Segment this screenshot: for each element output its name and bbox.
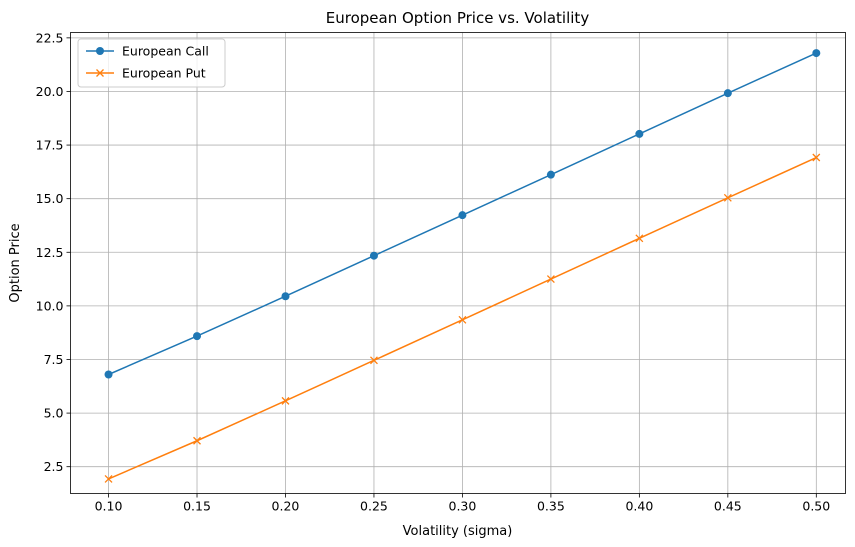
- chart-title: European Option Price vs. Volatility: [326, 9, 590, 27]
- y-tick-label: 7.5: [44, 352, 64, 367]
- data-point-european-call: [812, 49, 821, 58]
- x-axis-label: Volatility (sigma): [403, 524, 513, 539]
- data-point-european-put: [369, 356, 378, 365]
- plot-frame: [70, 32, 846, 494]
- data-point-european-call: [458, 211, 467, 220]
- legend-marker-european-call: [96, 47, 104, 55]
- legend-marker-european-put: [96, 69, 104, 77]
- marker-stroke: [193, 436, 201, 445]
- data-point-european-put: [281, 396, 290, 405]
- data-point-european-call: [546, 170, 555, 179]
- x-tick-label: 0.10: [95, 499, 123, 514]
- data-point-european-put: [812, 153, 821, 162]
- y-tick-label: 20.0: [36, 84, 64, 99]
- data-point-european-call: [635, 129, 644, 138]
- y-tick-label: 10.0: [36, 298, 64, 313]
- x-tick-label: 0.15: [183, 499, 211, 514]
- marker-stroke: [723, 193, 732, 202]
- marker-stroke: [96, 69, 104, 77]
- y-axis-label: Option Price: [8, 223, 23, 302]
- data-point-european-put: [458, 315, 467, 324]
- x-tick-label: 0.45: [714, 499, 742, 514]
- x-tick-label: 0.30: [449, 499, 477, 514]
- data-point-european-call: [104, 370, 113, 379]
- y-tick-label: 5.0: [44, 406, 64, 421]
- legend-label-european-call: European Call: [122, 44, 209, 59]
- data-point-european-put: [193, 436, 201, 445]
- x-tick-label: 0.35: [537, 499, 565, 514]
- data-point-european-put: [635, 234, 644, 243]
- legend-box: [77, 38, 226, 88]
- data-point-european-put: [723, 193, 732, 202]
- marker-stroke: [104, 474, 113, 483]
- x-tick-label: 0.25: [360, 499, 388, 514]
- marker-stroke: [812, 153, 821, 162]
- y-tick-label: 15.0: [36, 191, 64, 206]
- marker-stroke: [546, 275, 555, 284]
- marker-stroke: [369, 356, 378, 365]
- y-tick-label: 17.5: [36, 138, 64, 153]
- data-point-european-call: [281, 292, 290, 301]
- data-point-european-call: [193, 332, 202, 341]
- marker-stroke: [458, 315, 467, 324]
- legend: European Call European Put: [77, 38, 226, 88]
- data-point-european-call: [723, 89, 732, 98]
- data-point-european-put: [546, 275, 555, 284]
- grid: [70, 32, 846, 494]
- marker-stroke: [635, 234, 644, 243]
- data-point-european-put: [104, 474, 113, 483]
- y-tick-label: 22.5: [36, 30, 64, 45]
- series-group: [104, 49, 821, 483]
- data-point-european-call: [369, 251, 378, 260]
- y-tick-label: 12.5: [36, 245, 64, 260]
- x-tick-label: 0.40: [625, 499, 653, 514]
- ticks: 0.10 0.15 0.20 0.25 0.30 0.35 0.40 0.45 0.50 2.5 5…: [36, 30, 831, 513]
- y-tick-label: 2.5: [44, 459, 64, 474]
- x-tick-label: 0.50: [802, 499, 830, 514]
- marker-stroke: [281, 396, 290, 405]
- x-tick-label: 0.20: [272, 499, 300, 514]
- legend-label-european-put: European Put: [122, 66, 206, 81]
